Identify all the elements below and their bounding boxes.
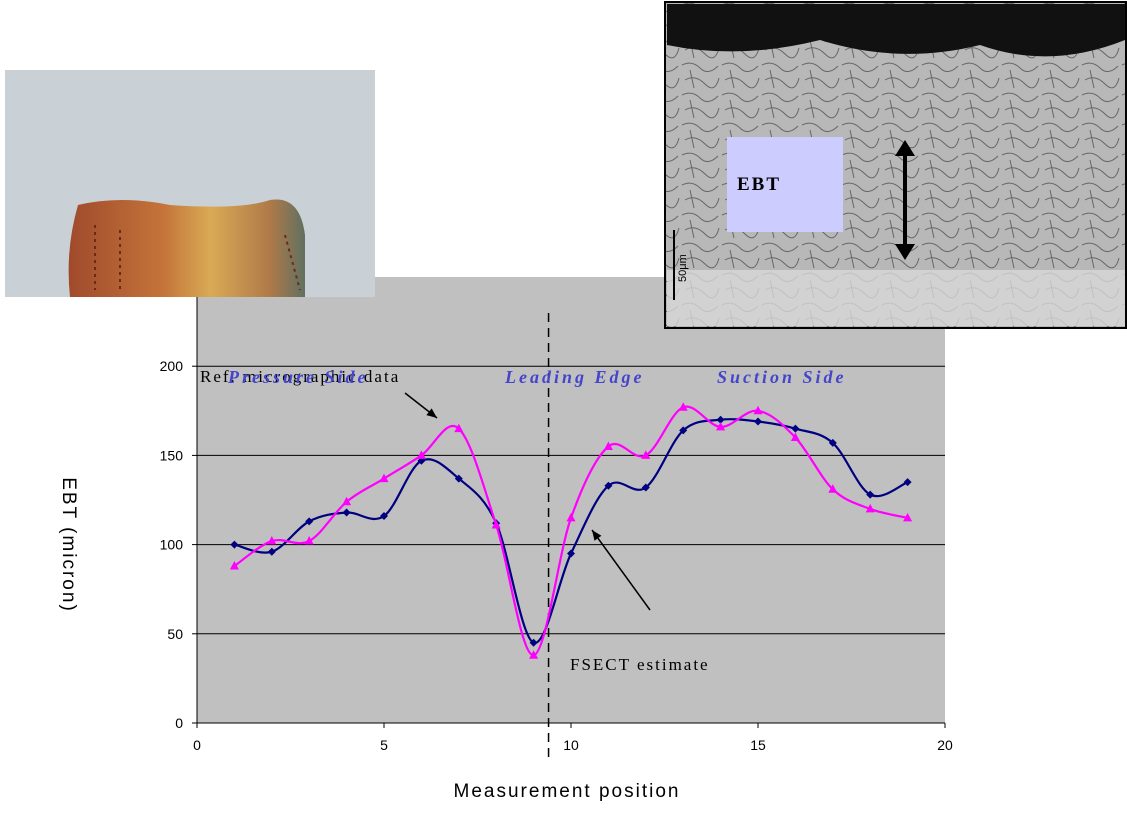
legend-annotation: FSECT estimate [570,655,710,674]
blade-photo [5,70,375,297]
x-tick-label: 5 [380,737,388,753]
region-label: Pressure Side [227,367,369,387]
y-tick-label: 50 [167,626,183,642]
chart: 05010015020005101520FSECT estimateRef. m… [0,0,1127,829]
micrograph: EBT 50μm [665,2,1126,328]
y-axis-label: EBT (micron) [58,477,79,613]
ebt-label: EBT [737,174,781,195]
y-tick-label: 0 [175,715,183,731]
x-axis-label: Measurement position [454,781,681,802]
x-tick-label: 15 [750,737,766,753]
x-tick-label: 20 [937,737,953,753]
region-label: Leading Edge [504,367,645,387]
region-label: Suction Side [717,367,847,387]
y-tick-label: 100 [160,537,184,553]
y-tick-label: 150 [160,447,184,463]
x-tick-label: 10 [563,737,579,753]
y-tick-label: 200 [160,358,184,374]
x-tick-label: 0 [193,737,201,753]
scale-bar-label: 50μm [677,254,689,282]
